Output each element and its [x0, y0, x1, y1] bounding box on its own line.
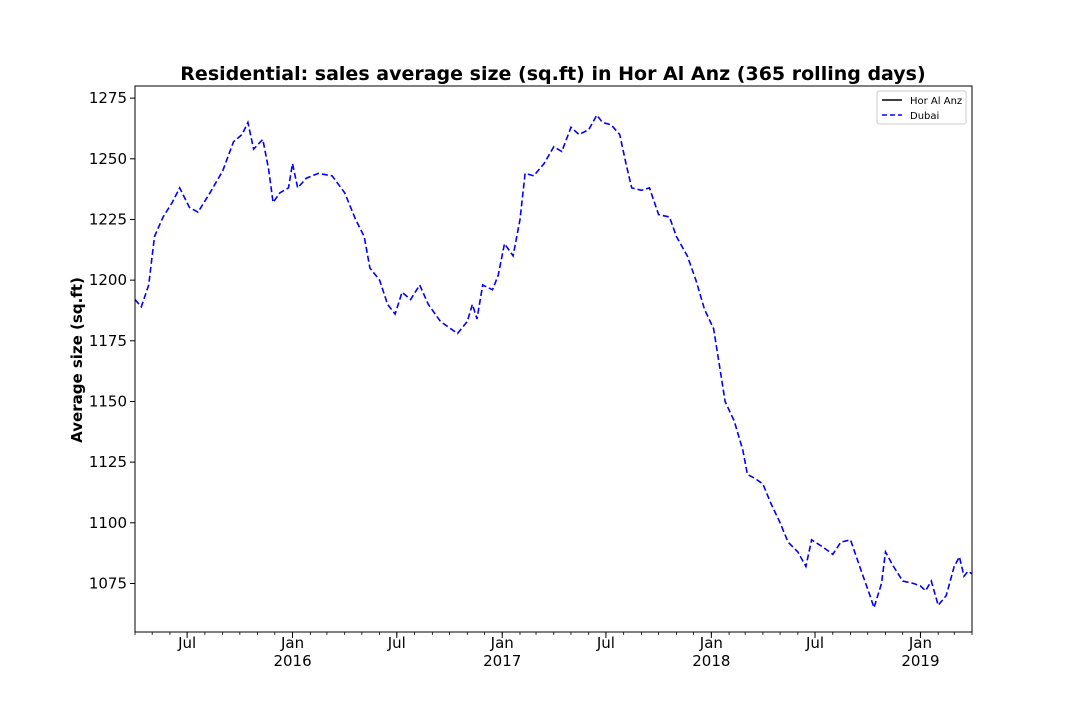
y-tick-label-3: 1150 [89, 392, 127, 410]
legend-label-0: Hor Al Anz [910, 96, 962, 107]
y-tick-label-7: 1250 [89, 150, 127, 168]
y-tick-label-0: 1075 [89, 574, 127, 592]
x-tick-label-0: Jul [177, 634, 196, 652]
series-line-1 [134, 113, 973, 611]
y-axis-label: Average size (sq.ft) [68, 277, 86, 443]
y-tick-label-6: 1225 [89, 210, 127, 228]
x-tick-label-5: Jan [699, 634, 723, 652]
x-tick-sublabel-1: 2016 [273, 652, 311, 670]
x-tick-label-7: Jan [908, 634, 932, 652]
x-tick-label-6: Jul [805, 634, 824, 652]
x-tick-sublabel-3: 2017 [483, 652, 521, 670]
x-tick-sublabel-7: 2019 [901, 652, 939, 670]
x-tick-label-1: Jan [280, 634, 304, 652]
x-tick-sublabel-5: 2018 [692, 652, 730, 670]
axes-frame [134, 85, 973, 633]
chart-title: Residential: sales average size (sq.ft) … [180, 63, 925, 85]
plot-area: 1075 1100 1125 1150 1175 1200 1225 1250 1275 Jul J… [89, 85, 973, 670]
y-tick-label-5: 1200 [89, 271, 127, 289]
x-tick-label-2: Jul [387, 634, 406, 652]
legend-label-1: Dubai [910, 111, 939, 122]
legend: Hor Al Anz Dubai [876, 90, 967, 125]
x-tick-label-4: Jul [596, 634, 615, 652]
y-tick-label-4: 1175 [89, 332, 127, 350]
y-tick-label-8: 1275 [89, 89, 127, 107]
y-tick-label-1: 1100 [89, 514, 127, 532]
y-tick-label-2: 1125 [89, 453, 127, 471]
x-tick-label-3: Jan [490, 634, 514, 652]
